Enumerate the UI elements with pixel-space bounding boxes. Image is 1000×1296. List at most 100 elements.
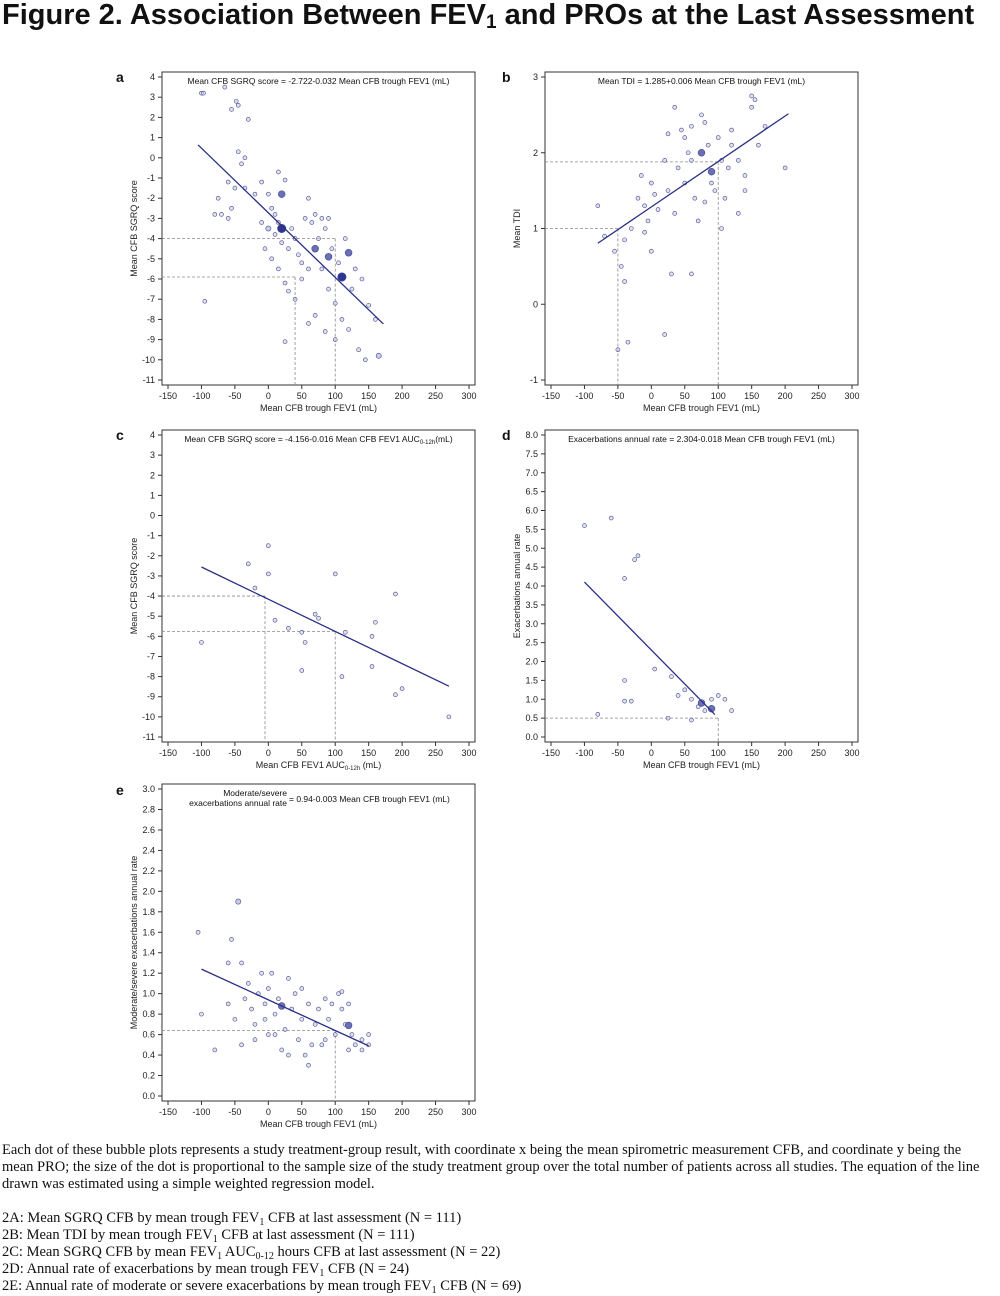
data-point xyxy=(276,996,281,1002)
data-point xyxy=(339,989,345,994)
data-point xyxy=(296,1037,301,1043)
data-point xyxy=(319,216,325,221)
x-tick-label: -100 xyxy=(575,748,593,758)
data-point xyxy=(265,225,272,232)
x-axis-label: Mean CFB trough FEV1 (mL) xyxy=(260,403,377,413)
data-point xyxy=(582,523,587,528)
data-point xyxy=(225,1001,231,1007)
y-tick-label: 4 xyxy=(150,430,155,440)
data-point xyxy=(707,167,716,176)
data-point xyxy=(266,191,271,197)
y-tick-label: -6 xyxy=(147,631,155,641)
y-tick-label: 2 xyxy=(533,148,538,158)
x-tick-label: -50 xyxy=(611,748,624,758)
data-point xyxy=(278,190,286,198)
data-point xyxy=(689,271,694,277)
y-axis-label: Moderate/severe exacerbations annual rat… xyxy=(129,856,139,1030)
data-point xyxy=(259,970,264,976)
data-point xyxy=(622,576,627,581)
data-point xyxy=(239,161,244,167)
y-tick-label: 3.5 xyxy=(525,600,538,610)
data-point xyxy=(199,1011,204,1017)
caption-note-2c: 2C: Mean SGRQ CFB by mean FEV1 AUC0-12 h… xyxy=(2,1244,501,1262)
x-tick-label: -150 xyxy=(159,1107,177,1117)
data-point xyxy=(262,246,268,251)
plot-frame xyxy=(161,71,476,386)
data-point xyxy=(272,232,278,237)
data-point xyxy=(306,321,311,326)
x-tick-label: -100 xyxy=(575,391,593,401)
data-point xyxy=(782,165,788,171)
y-tick-label: 0 xyxy=(533,299,538,309)
data-point xyxy=(702,120,708,125)
y-tick-label: 6.0 xyxy=(525,506,538,516)
panel-letter: d xyxy=(502,427,511,443)
data-point xyxy=(742,173,748,178)
data-point xyxy=(329,1001,335,1007)
data-point xyxy=(337,272,347,282)
regression-line xyxy=(583,581,716,716)
data-point xyxy=(618,264,624,269)
data-point xyxy=(622,279,627,284)
data-point xyxy=(393,591,398,597)
data-point xyxy=(242,155,248,161)
x-tick-label: 0 xyxy=(266,1107,271,1117)
data-point xyxy=(682,135,688,140)
x-tick-label: 0 xyxy=(649,748,654,758)
data-point xyxy=(282,280,288,286)
y-tick-label: 4.5 xyxy=(525,562,538,572)
data-point xyxy=(302,216,308,221)
data-point xyxy=(312,313,318,318)
data-point xyxy=(366,302,371,308)
data-point xyxy=(266,571,271,577)
data-point xyxy=(239,960,244,966)
data-point xyxy=(322,226,328,231)
data-point xyxy=(269,970,274,976)
y-axis-label: Mean TDI xyxy=(512,209,522,248)
y-tick-label: 2.5 xyxy=(525,638,538,648)
data-point xyxy=(655,207,661,212)
plot-frame xyxy=(161,429,476,743)
x-tick-label: -50 xyxy=(611,391,624,401)
data-point xyxy=(289,226,295,231)
data-point xyxy=(669,271,674,277)
data-point xyxy=(306,1063,311,1068)
data-point xyxy=(306,195,311,201)
x-tick-label: 100 xyxy=(328,391,343,401)
data-point xyxy=(332,337,338,342)
data-point xyxy=(359,276,365,282)
data-point xyxy=(735,158,741,163)
data-point xyxy=(697,699,706,707)
data-point xyxy=(595,203,601,209)
data-point xyxy=(312,212,318,217)
x-tick-label: 50 xyxy=(297,748,307,758)
data-point xyxy=(195,929,201,935)
data-point xyxy=(259,220,264,225)
data-point xyxy=(252,585,258,591)
data-point xyxy=(326,286,331,292)
y-tick-label: 1.2 xyxy=(142,968,155,978)
y-tick-label: 5.0 xyxy=(525,543,538,553)
y-tick-label: -2 xyxy=(147,551,155,561)
equation: Exacerbations annual rate = 2.304-0.018 … xyxy=(568,434,835,444)
y-tick-label: 7.0 xyxy=(525,468,538,478)
data-point xyxy=(612,248,617,254)
data-point xyxy=(346,1047,351,1053)
data-point xyxy=(642,203,647,209)
data-point xyxy=(312,611,318,617)
y-tick-label: -4 xyxy=(147,234,155,244)
y-tick-label: -1 xyxy=(530,375,538,385)
y-tick-label: 2.0 xyxy=(525,657,538,667)
data-point xyxy=(262,1001,268,1007)
data-point xyxy=(299,986,305,991)
x-tick-label: -50 xyxy=(228,748,241,758)
data-point xyxy=(266,1032,271,1037)
caption-note-2d: 2D: Annual rate of exacerbations by mean… xyxy=(2,1261,410,1279)
data-point xyxy=(332,1032,338,1037)
y-tick-label: -6 xyxy=(147,274,155,284)
data-point xyxy=(336,260,341,266)
data-point xyxy=(675,165,681,171)
data-point xyxy=(342,630,348,635)
data-point xyxy=(219,212,224,217)
x-axis-label: Mean CFB trough FEV1 (mL) xyxy=(643,403,760,413)
